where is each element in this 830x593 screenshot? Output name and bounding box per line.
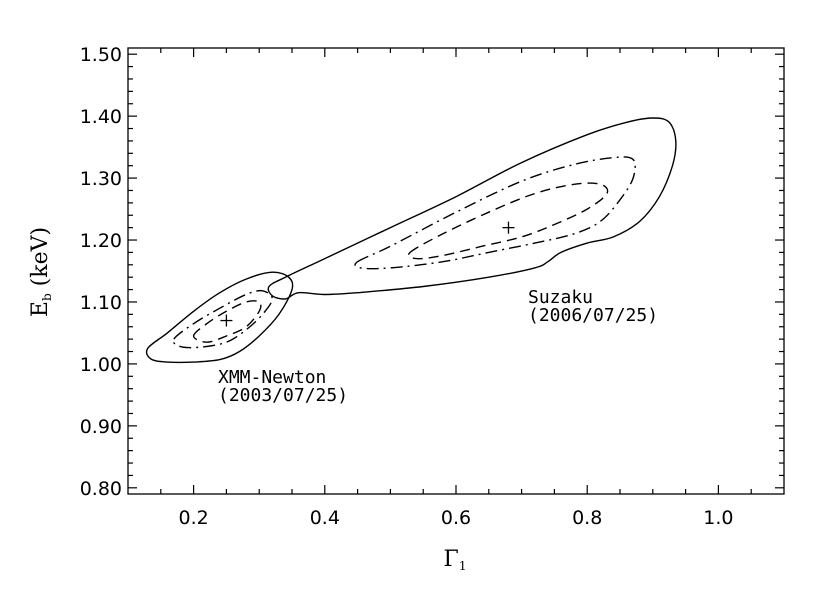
x-tick-label: 0.6 [441, 507, 471, 529]
y-axis-label-sub: b [40, 293, 54, 301]
y-tick-label: 1.00 [80, 354, 122, 376]
annotation-xmm-line2: (2003/07/25) [218, 385, 348, 406]
annotation-suzaku-line2: (2006/07/25) [528, 305, 658, 326]
contour-dashdot-0 [172, 289, 274, 349]
x-axis-label: Γ1 [444, 547, 467, 573]
contour-dashed-1 [407, 182, 609, 260]
annotation-xmm-line1: XMM-Newton [218, 367, 326, 388]
y-axis-label-unit: (keV) [28, 227, 53, 293]
x-tick-label: 1.0 [703, 507, 733, 529]
plot-frame [127, 47, 785, 495]
x-tick-label: 0.8 [572, 507, 602, 529]
x-tick-label: 0.4 [310, 507, 340, 529]
y-axis-label-main: E [28, 301, 53, 317]
axis-ticks: 0.2 0.4 0.6 0.8 1.0 0.80 0.90 1.00 1.10 1.20 1.30 1… [80, 44, 784, 529]
contour-dashed-0 [192, 300, 262, 343]
contour-dashdot-1 [354, 156, 636, 270]
y-tick-label: 0.90 [80, 416, 122, 438]
y-tick-label: 1.10 [80, 292, 122, 314]
contour-solid-0 [145, 271, 294, 364]
best-fit-markers [220, 221, 515, 327]
y-tick-label: 0.80 [80, 478, 122, 500]
contour-solid-1 [267, 117, 677, 300]
y-tick-label: 1.30 [80, 168, 122, 190]
contour-lines [145, 117, 677, 364]
y-tick-label: 1.50 [80, 44, 122, 66]
y-tick-label: 1.40 [80, 106, 122, 128]
y-axis-label: Eb (keV) [28, 227, 54, 317]
annotation-suzaku-line1: Suzaku [528, 287, 593, 308]
y-tick-label: 1.20 [80, 230, 122, 252]
x-tick-label: 0.2 [178, 507, 208, 529]
